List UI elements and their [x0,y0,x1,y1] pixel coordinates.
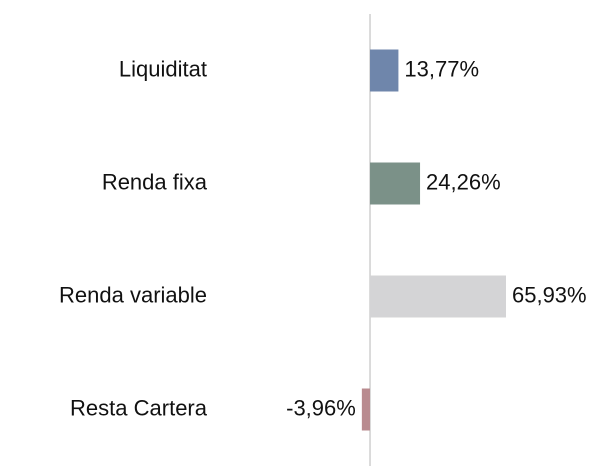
category-label: Liquiditat [119,56,207,81]
bar [370,162,421,205]
bar [370,275,506,318]
category-label: Resta Cartera [70,395,208,420]
bar [370,49,399,92]
value-label: 65,93% [512,282,587,307]
category-label: Renda variable [59,282,207,307]
bar [361,388,371,431]
value-label: 13,77% [404,56,479,81]
value-label: 24,26% [426,169,501,194]
value-label: -3,96% [286,395,356,420]
category-label: Renda fixa [102,169,208,194]
